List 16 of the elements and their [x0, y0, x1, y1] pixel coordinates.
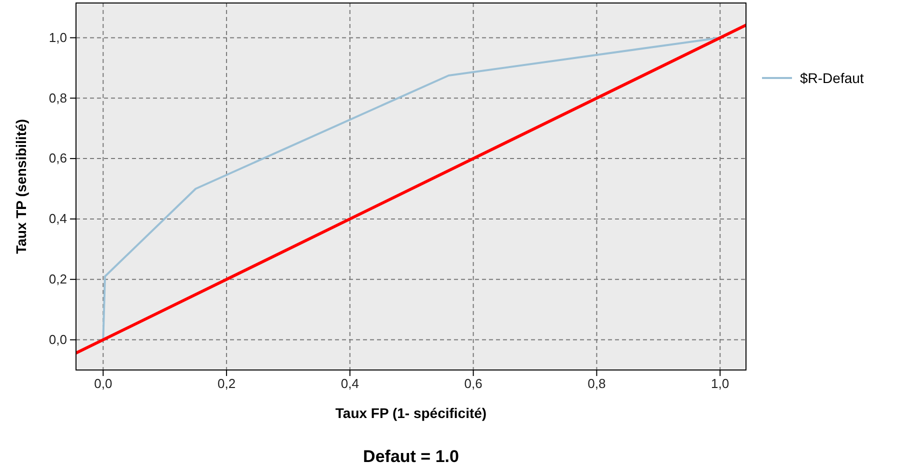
y-axis-title: Taux TP (sensibilité): [13, 119, 29, 254]
x-tick-label: 0,6: [464, 376, 482, 392]
x-tick-label: 0,4: [340, 376, 359, 392]
y-tick-label: 0,2: [48, 272, 67, 287]
x-axis-title: Taux FP (1- spécificité): [335, 405, 487, 421]
text: Defaut = 1.0: [363, 447, 459, 466]
x-tick-label: 1,0: [711, 376, 730, 392]
x-tick-label: 0,0: [94, 376, 112, 392]
y-tick-label: 0,4: [48, 211, 67, 226]
x-tick-label: 0,8: [588, 376, 606, 392]
y-tick-label: 0,0: [48, 332, 67, 347]
y-tick-label: 0,8: [48, 90, 67, 106]
y-tick-label: 1,0: [48, 30, 67, 45]
y-tick-label: 0,6: [48, 150, 67, 166]
x-tick-label: 0,2: [217, 376, 236, 392]
legend-label: $R-Defaut: [800, 70, 864, 86]
